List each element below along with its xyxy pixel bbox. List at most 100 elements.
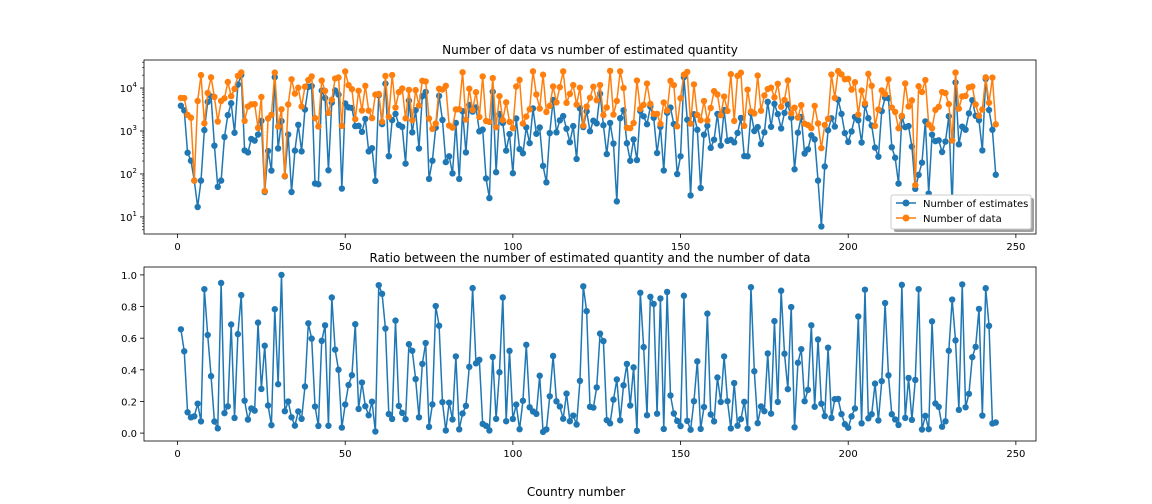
estimates-point <box>502 147 510 154</box>
ratio-point <box>734 422 741 429</box>
data-point <box>291 90 299 97</box>
ratio-point <box>871 380 879 387</box>
ratio-point <box>291 422 299 429</box>
data-point <box>405 86 413 94</box>
estimates-point <box>194 203 201 211</box>
ratio-point <box>818 400 825 407</box>
estimates-point <box>546 129 553 137</box>
ratio-point <box>214 425 221 432</box>
ratio-point <box>321 322 329 329</box>
data-point <box>935 103 942 110</box>
ratio-point <box>610 396 617 403</box>
ratio-point <box>663 288 671 296</box>
ratio-point <box>945 347 953 354</box>
data-point <box>224 78 232 86</box>
estimates-point <box>506 130 513 138</box>
data-point <box>868 82 875 90</box>
estimates-point <box>791 166 798 173</box>
data-point <box>466 85 473 92</box>
data-point <box>181 94 188 102</box>
ratio-point <box>254 319 262 326</box>
ratio-point <box>462 402 470 410</box>
ratio-point <box>653 410 661 417</box>
estimates-point <box>288 188 295 196</box>
data-point <box>788 110 795 117</box>
ratio-point <box>516 426 523 433</box>
estimates-point <box>479 126 486 133</box>
data-point <box>660 99 667 106</box>
data-point <box>207 74 215 81</box>
data-point <box>610 111 617 118</box>
ratio-point <box>747 284 755 291</box>
ratio-point <box>295 408 302 415</box>
ratio-point <box>523 341 530 348</box>
estimates-point <box>640 113 647 120</box>
data-point <box>338 122 346 130</box>
estimates-point <box>717 142 724 149</box>
data-point <box>539 71 547 78</box>
ratio-point <box>895 421 902 429</box>
ratio-point <box>365 412 372 419</box>
ratio-point <box>452 353 460 360</box>
estimates-point <box>660 167 667 174</box>
ratio-point <box>710 418 718 425</box>
top-xtick-label: 200 <box>839 242 858 253</box>
ratio-point <box>902 414 909 422</box>
ratio-point <box>720 353 728 360</box>
bottom-ytick-label: 0.6 <box>121 334 137 345</box>
data-point <box>378 118 386 125</box>
estimates-point <box>895 180 902 187</box>
data-point <box>227 92 235 100</box>
data-point <box>865 70 872 78</box>
estimates-point <box>513 115 520 122</box>
ratio-point <box>318 337 325 345</box>
data-point <box>580 122 587 129</box>
ratio-point <box>972 343 979 351</box>
data-point <box>670 81 678 89</box>
ratio-point <box>305 320 312 327</box>
ratio-point <box>767 410 775 417</box>
ratio-point <box>724 397 731 405</box>
data-point <box>348 85 356 93</box>
estimates-point <box>519 150 527 157</box>
estimates-point <box>593 120 600 127</box>
estimates-point <box>177 102 185 109</box>
data-point <box>647 100 654 108</box>
ratio-point <box>549 352 557 360</box>
ratio-point <box>650 300 657 308</box>
estimates-point <box>610 140 617 147</box>
data-point <box>362 82 369 90</box>
data-point <box>321 87 329 95</box>
data-point <box>898 112 906 120</box>
estimates-point <box>600 122 607 129</box>
ratio-point <box>731 379 738 387</box>
data-point <box>187 114 195 121</box>
ratio-point <box>814 336 822 343</box>
ratio-point <box>744 425 751 432</box>
ratio-point <box>888 411 895 418</box>
data-point <box>757 107 765 114</box>
data-point <box>851 79 859 86</box>
data-point <box>731 117 738 125</box>
data-point <box>982 74 989 81</box>
ratio-point <box>224 403 232 410</box>
data-point <box>855 111 862 118</box>
data-line <box>180 69 997 192</box>
top-ytick-label: 102 <box>120 167 137 181</box>
data-point <box>506 118 513 126</box>
estimates-point <box>415 145 423 152</box>
ratio-point <box>885 372 892 379</box>
ratio-point <box>613 376 621 383</box>
data-point <box>251 100 258 108</box>
ratio-point <box>496 369 503 376</box>
legend-marker-data <box>902 214 910 222</box>
data-point <box>238 69 245 76</box>
data-point <box>566 90 574 98</box>
estimates-point <box>492 169 500 176</box>
ratio-point <box>268 421 275 429</box>
top-xtick-label: 100 <box>503 242 522 253</box>
data-point <box>536 105 543 112</box>
ratio-point <box>821 412 828 420</box>
data-point <box>502 99 510 106</box>
ratio-point <box>948 296 956 303</box>
